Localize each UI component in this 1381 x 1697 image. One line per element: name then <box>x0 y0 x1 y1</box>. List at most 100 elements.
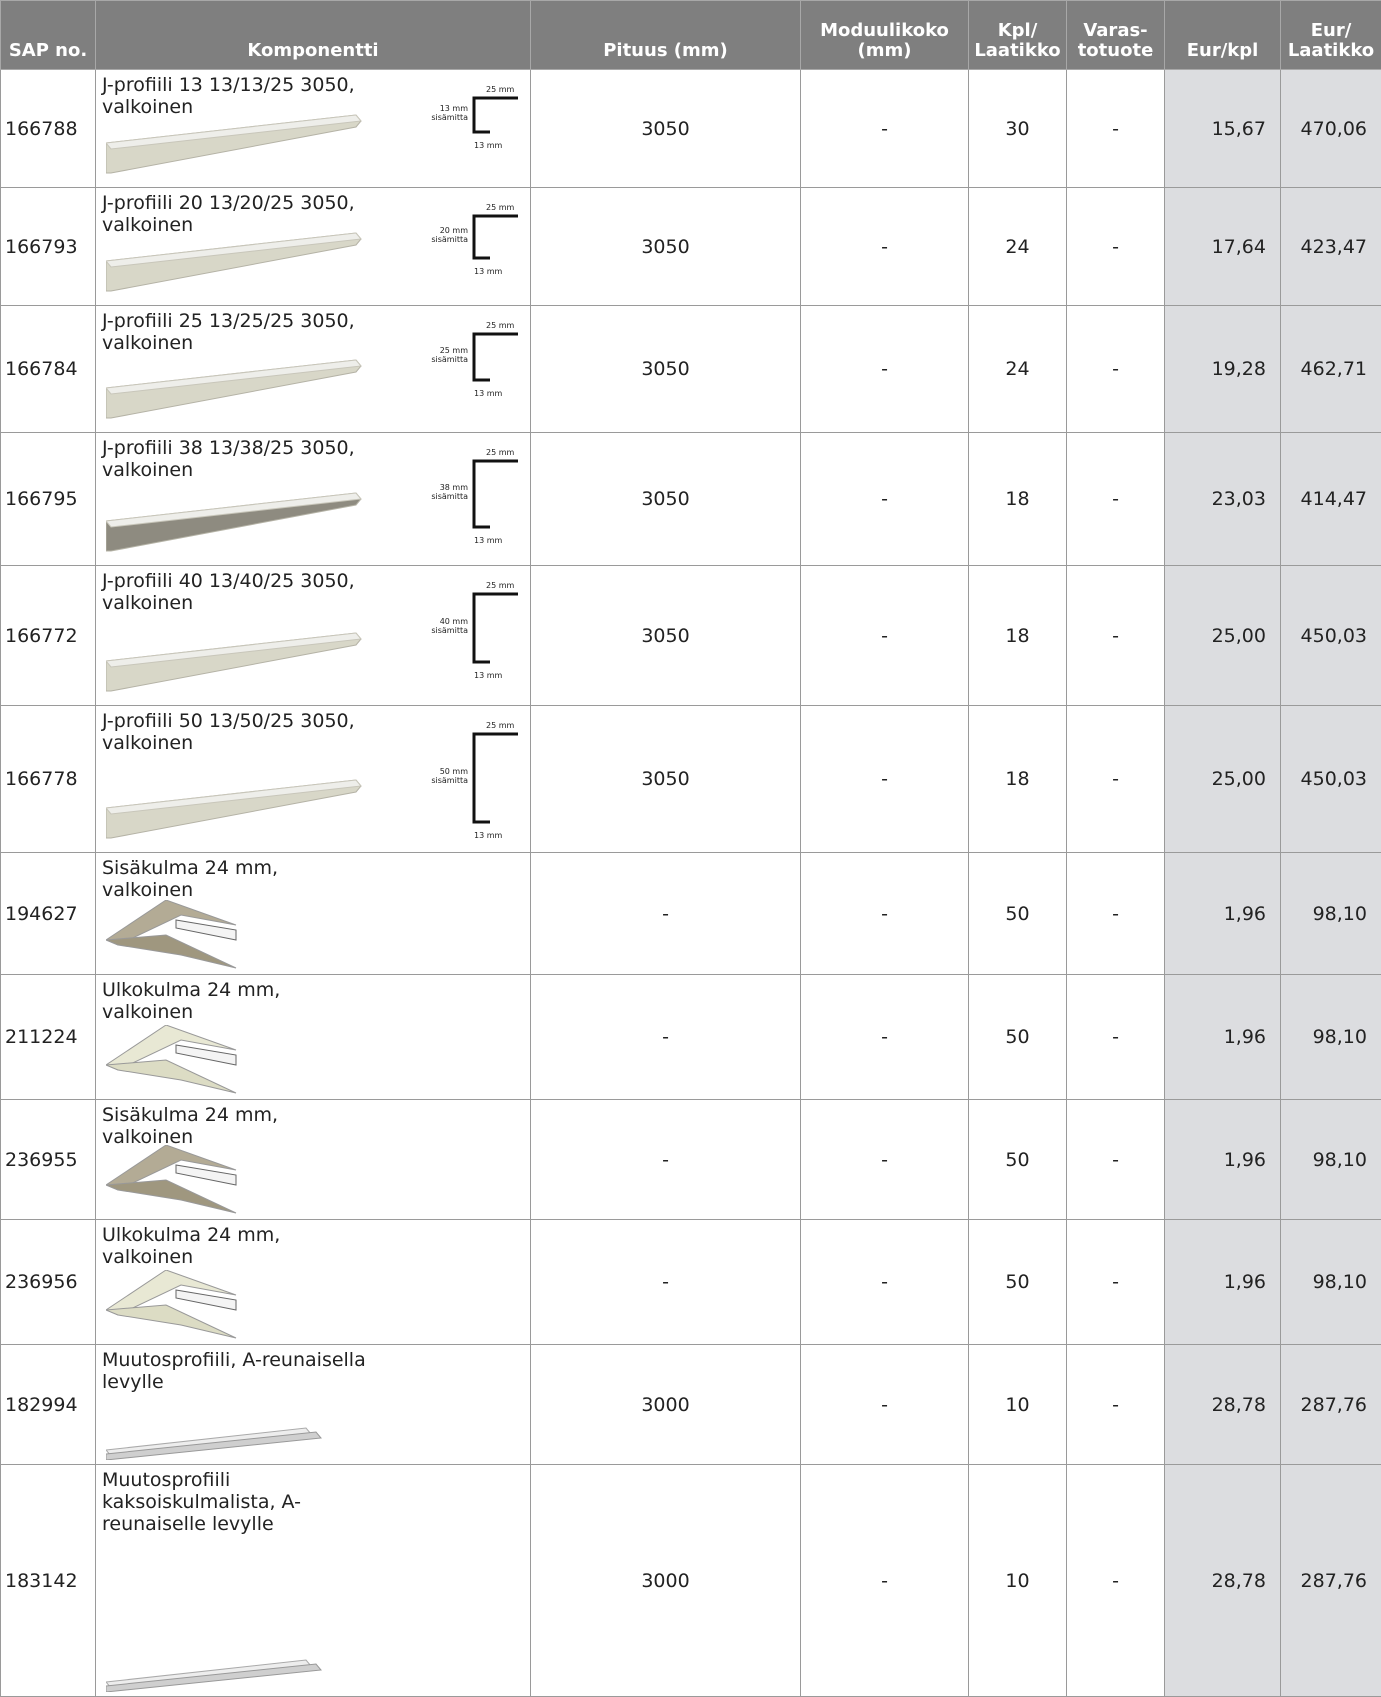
table-cell: 24 <box>968 305 1067 433</box>
component-name: J-profiili 38 13/38/25 3050, valkoinen <box>102 437 355 481</box>
table-row: 166788 J-profiili 13 13/13/25 3050, valko… <box>0 69 1381 188</box>
table-cell: 50 <box>968 1099 1067 1220</box>
profile-top <box>106 632 362 668</box>
table-cell: 10 <box>968 1344 1067 1465</box>
sap-number: 194627 <box>0 852 96 975</box>
table-row: 166795 J-profiili 38 13/38/25 3050, valko… <box>0 432 1381 566</box>
diagram-note: sisämitta <box>431 113 468 122</box>
component-cell: Muutosprofiili kaksoiskulmalista, A-reun… <box>95 1464 531 1697</box>
table-cell: 3050 <box>530 432 801 566</box>
component-cell: Ulkokulma 24 mm, valkoinen <box>95 1219 531 1345</box>
sap-number: 166795 <box>0 432 96 566</box>
profile-top <box>106 232 362 268</box>
diagram-side: 25 mm <box>440 346 469 355</box>
table-cell: 1,96 <box>1164 1219 1281 1345</box>
diagram-side: 13 mm <box>440 104 469 113</box>
profile-base <box>106 1431 322 1460</box>
table-cell: 25,00 <box>1164 565 1281 706</box>
product-image <box>106 232 362 292</box>
component-name: J-profiili 25 13/25/25 3050, valkoinen <box>102 310 355 354</box>
diagram-bottom: 13 mm <box>474 831 503 840</box>
diagram-note: sisämitta <box>431 776 468 785</box>
diagram-note: sisämitta <box>431 235 468 244</box>
table-cell: - <box>800 974 969 1100</box>
table-cell: 450,03 <box>1280 565 1381 706</box>
corner-strip <box>175 919 237 941</box>
component-name: J-profiili 20 13/20/25 3050, valkoinen <box>102 192 355 236</box>
profile-top <box>106 114 362 150</box>
diagram-top: 25 mm <box>486 203 515 212</box>
table-cell: - <box>800 187 969 306</box>
column-header: Kpl/ Laatikko <box>968 0 1067 70</box>
product-image <box>106 1427 322 1460</box>
table-body: 166788 J-profiili 13 13/13/25 3050, valko… <box>0 69 1381 1697</box>
column-header: Varas- totuote <box>1066 0 1165 70</box>
table-cell: - <box>800 432 969 566</box>
table-row: 166784 J-profiili 25 13/25/25 3050, valko… <box>0 305 1381 433</box>
corner-right <box>106 1059 237 1094</box>
product-image <box>106 1270 237 1339</box>
component-cell: J-profiili 25 13/25/25 3050, valkoinen 25… <box>95 305 531 433</box>
sap-number: 166788 <box>0 69 96 188</box>
table-cell: - <box>800 1219 969 1345</box>
product-image <box>106 1659 322 1692</box>
diagram-bottom: 13 mm <box>474 267 503 276</box>
table-cell: - <box>1066 1219 1165 1345</box>
component-cell: Sisäkulma 24 mm, valkoinen <box>95 1099 531 1220</box>
corner-right <box>106 1304 237 1339</box>
component-name: Muutosprofiili kaksoiskulmalista, A-reun… <box>102 1469 301 1535</box>
table-cell: - <box>530 1219 801 1345</box>
sap-number: 183142 <box>0 1464 96 1697</box>
table-cell: 19,28 <box>1164 305 1281 433</box>
product-image <box>106 492 362 552</box>
component-cell: Ulkokulma 24 mm, valkoinen <box>95 974 531 1100</box>
diagram-profile <box>472 459 518 529</box>
table-cell: 98,10 <box>1280 974 1381 1100</box>
diagram-profile <box>472 214 518 260</box>
column-header: Komponentti <box>95 0 531 70</box>
column-header: Pituus (mm) <box>530 0 801 70</box>
table-cell: 18 <box>968 565 1067 706</box>
table-cell: - <box>1066 305 1165 433</box>
component-name: Muutosprofiili, A-reunaisella levylle <box>102 1349 366 1393</box>
profile-top <box>106 492 362 528</box>
table-cell: - <box>800 565 969 706</box>
table-cell: 470,06 <box>1280 69 1381 188</box>
sap-number: 236955 <box>0 1099 96 1220</box>
diagram-note: sisämitta <box>431 626 468 635</box>
sap-number: 182994 <box>0 1344 96 1465</box>
table-cell: - <box>530 852 801 975</box>
column-header: Eur/ Laatikko <box>1280 0 1381 70</box>
table-cell: 18 <box>968 705 1067 853</box>
table-cell: - <box>530 974 801 1100</box>
table-cell: 50 <box>968 852 1067 975</box>
table-cell: 287,76 <box>1280 1464 1381 1697</box>
table-cell: 423,47 <box>1280 187 1381 306</box>
corner-strip <box>175 1164 237 1186</box>
table-cell: 15,67 <box>1164 69 1281 188</box>
diagram-top: 25 mm <box>486 85 515 94</box>
product-image <box>106 632 362 692</box>
component-cell: J-profiili 13 13/13/25 3050, valkoinen 25… <box>95 69 531 188</box>
table-row: 236955 Sisäkulma 24 mm, valkoinen - -50-1,9… <box>0 1099 1381 1220</box>
table-cell: 98,10 <box>1280 852 1381 975</box>
table-cell: - <box>1066 852 1165 975</box>
diagram-bottom: 13 mm <box>474 671 503 680</box>
sap-number: 236956 <box>0 1219 96 1345</box>
table-row: 166772 J-profiili 40 13/40/25 3050, valko… <box>0 565 1381 706</box>
diagram-note: sisämitta <box>431 355 468 364</box>
diagram-top: 25 mm <box>486 448 515 457</box>
component-cell: J-profiili 20 13/20/25 3050, valkoinen 25… <box>95 187 531 306</box>
component-cell: Muutosprofiili, A-reunaisella levylle <box>95 1344 531 1465</box>
profile-base <box>106 1663 322 1692</box>
table-cell: 1,96 <box>1164 1099 1281 1220</box>
sap-number: 166793 <box>0 187 96 306</box>
